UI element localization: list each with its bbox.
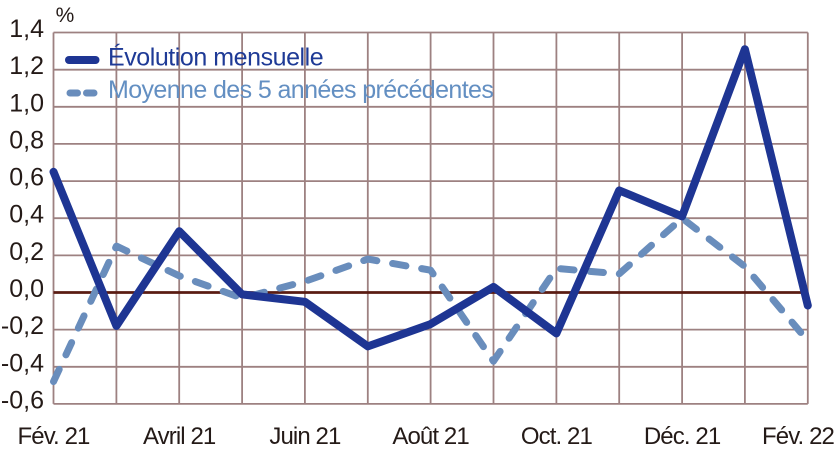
svg-text:1,2: 1,2 bbox=[9, 52, 44, 80]
svg-text:0,4: 0,4 bbox=[9, 201, 44, 229]
svg-text:0,0: 0,0 bbox=[9, 275, 44, 303]
svg-text:1,0: 1,0 bbox=[9, 89, 44, 117]
svg-text:-0,4: -0,4 bbox=[1, 349, 44, 377]
svg-text:Fév. 21: Fév. 21 bbox=[18, 423, 91, 450]
svg-text:Oct. 21: Oct. 21 bbox=[521, 423, 593, 450]
svg-text:-0,6: -0,6 bbox=[1, 386, 44, 414]
svg-text:1,4: 1,4 bbox=[9, 15, 44, 43]
svg-text:Août 21: Août 21 bbox=[392, 423, 469, 450]
svg-text:%: % bbox=[56, 4, 75, 27]
svg-text:0,2: 0,2 bbox=[9, 238, 44, 266]
svg-text:Déc. 21: Déc. 21 bbox=[644, 423, 721, 450]
svg-text:Évolution mensuelle: Évolution mensuelle bbox=[108, 43, 323, 72]
svg-text:Moyenne des 5 années précédent: Moyenne des 5 années précédentes bbox=[108, 76, 493, 104]
svg-text:Juin 21: Juin 21 bbox=[269, 423, 341, 450]
svg-text:0,6: 0,6 bbox=[9, 164, 44, 192]
svg-text:-0,2: -0,2 bbox=[1, 312, 44, 340]
svg-text:0,8: 0,8 bbox=[9, 126, 44, 154]
svg-text:Fév. 22: Fév. 22 bbox=[762, 423, 835, 450]
svg-text:Avril 21: Avril 21 bbox=[143, 423, 216, 450]
